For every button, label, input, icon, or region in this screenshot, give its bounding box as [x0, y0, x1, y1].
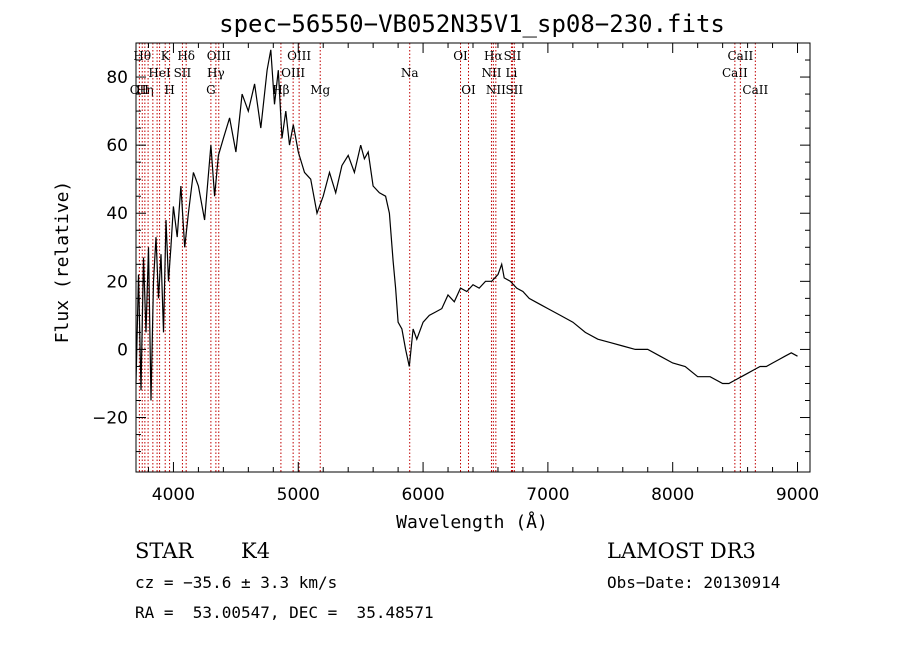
y-tick-label: 80	[106, 68, 128, 88]
coordinates-readout: RA = 53.00547, DEC = 35.48571	[135, 603, 434, 622]
emission-label: G	[206, 83, 216, 97]
y-tick-label: 20	[106, 272, 128, 292]
x-tick-label: 4000	[152, 485, 195, 505]
emission-label: Hβ	[272, 83, 289, 97]
x-tick-label: 5000	[277, 485, 320, 505]
x-axis-label: Wavelength (Å)	[396, 511, 548, 533]
y-tick-label: −20	[92, 409, 128, 429]
y-axis-label: Flux (relative)	[52, 181, 73, 344]
emission-label: CaII	[727, 49, 753, 63]
y-tick-label: 60	[106, 136, 128, 156]
plot-frame	[135, 42, 811, 473]
emission-label: Li	[506, 66, 518, 80]
redshift-readout: cz = −35.6 ± 3.3 km/s	[135, 573, 338, 592]
chart-title: spec−56550−VB052N35V1_sp08−230.fits	[219, 10, 725, 38]
survey-name: LAMOST DR3	[607, 539, 756, 563]
flux-series-line	[135, 49, 798, 401]
spectral-subclass: K4	[241, 539, 271, 563]
emission-label: CaII	[722, 66, 748, 80]
emission-label: SII	[504, 49, 522, 63]
emission-label: OIII	[207, 49, 231, 63]
emission-label: SII	[174, 66, 192, 80]
emission-label: NII	[481, 66, 501, 80]
y-tick-label: 40	[106, 204, 128, 224]
emission-label: Hδ	[177, 49, 195, 63]
object-class: STAR	[135, 539, 194, 563]
emission-label: Hθ	[133, 49, 151, 63]
emission-label: Hα	[484, 49, 503, 63]
emission-label: Hγ	[207, 66, 225, 80]
y-tick-label: 0	[117, 340, 128, 360]
emission-label: H	[164, 83, 174, 97]
emission-label: SII	[505, 83, 523, 97]
emission-label: OI	[453, 49, 468, 63]
y-axis-ticks: −20 0 20 40 60 80	[92, 59, 810, 453]
emission-label: Hη	[136, 83, 154, 97]
x-tick-label: 6000	[401, 485, 444, 505]
x-tick-label: 9000	[776, 485, 819, 505]
x-tick-label: 7000	[526, 485, 569, 505]
emission-label: OIII	[287, 49, 311, 63]
emission-label: NII	[486, 83, 506, 97]
observation-date: Obs−Date: 20130914	[607, 573, 781, 592]
x-tick-label: 8000	[651, 485, 694, 505]
emission-label: Mg	[310, 83, 330, 97]
emission-label: HeI	[148, 66, 171, 80]
emission-label: Na	[401, 66, 419, 80]
emission-label: K	[161, 49, 171, 63]
x-axis-ticks: 4000 5000 6000 7000 8000 9000	[147, 43, 819, 505]
emission-line-group: OIIHθHηHeIKHSIIHδGHγOIIIHβOIIIOIIIMgNaOI…	[130, 43, 768, 472]
emission-label: CaII	[742, 83, 768, 97]
emission-label: OIII	[281, 66, 305, 80]
emission-label: OI	[461, 83, 476, 97]
